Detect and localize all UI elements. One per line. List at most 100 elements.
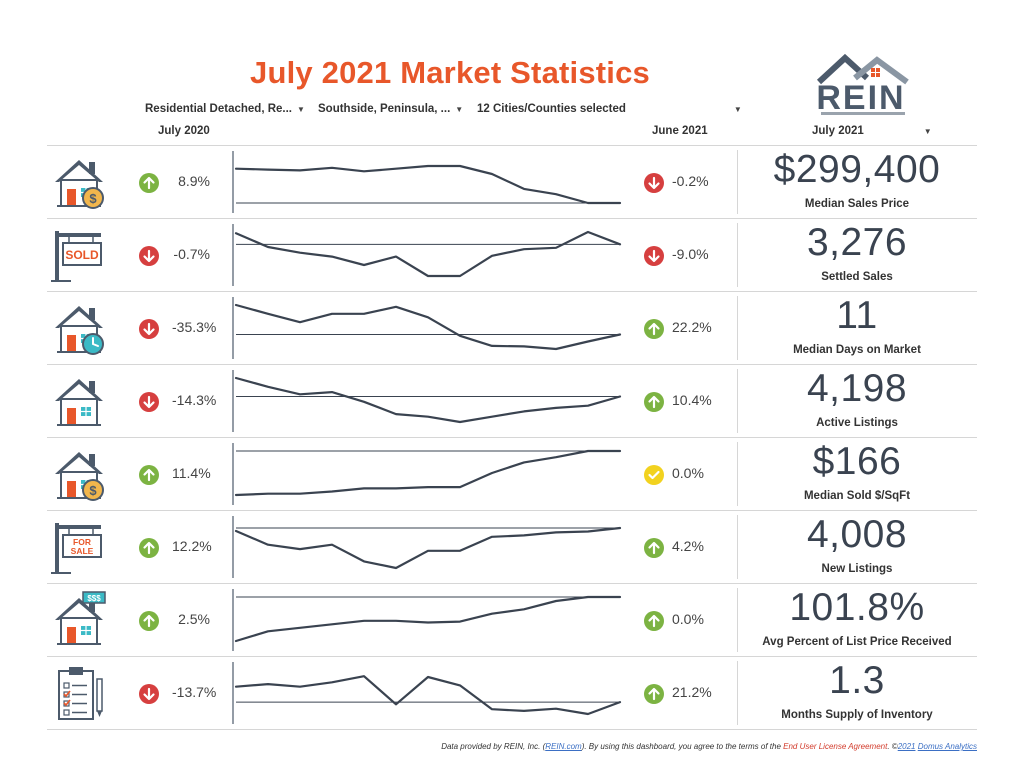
sparkline-series[interactable] (234, 303, 622, 351)
year-over-year-change: 12.2% (172, 538, 212, 554)
month-over-month-change: -9.0% (672, 246, 709, 262)
year-over-year-change: -13.7% (172, 684, 217, 700)
metric-value: 3,276 (806, 221, 908, 264)
chevron-down-icon: ▼ (733, 105, 742, 114)
sparkline-chart[interactable] (232, 589, 624, 651)
domus-analytics-link[interactable]: Domus Analytics (917, 742, 977, 751)
property-type-filter-label: Residential Detached, Re... (145, 103, 292, 115)
sparkline-chart[interactable] (232, 151, 624, 213)
metric-row: FOR SALE 12.2% 4.2% 4,008 New Listings (47, 510, 977, 583)
month-over-month-change: 22.2% (672, 319, 712, 335)
divider (737, 369, 738, 433)
metrics-table: $8.9% -0.2% $299,400 Median Sales Price SOLD… (47, 145, 977, 730)
divider (737, 223, 738, 287)
metric-value: 101.8% (789, 586, 925, 629)
period-filter-label: July 2021 (812, 125, 864, 137)
arrow-up-icon (644, 611, 664, 631)
svg-text:$$$: $$$ (87, 594, 101, 603)
metric-value: 11 (836, 294, 878, 337)
arrow-down-icon (139, 319, 159, 339)
year-over-year-change: -14.3% (172, 392, 217, 408)
arrow-up-icon (139, 465, 159, 485)
month-over-month-change: 10.4% (672, 392, 712, 408)
sparkline-chart[interactable] (232, 516, 624, 578)
sparkline-series[interactable] (234, 230, 622, 278)
year-over-year-change: -0.7% (173, 246, 210, 262)
metric-label: Median Days on Market (793, 344, 921, 356)
copyright-year: 2021 (897, 742, 916, 751)
column-header-prior-month: June 2021 (652, 125, 708, 137)
footer-disclaimer: Data provided by REIN, Inc. (REIN.com). … (441, 742, 977, 751)
sparkline-chart[interactable] (232, 370, 624, 432)
sparkline-chart[interactable] (232, 297, 624, 359)
period-filter[interactable]: July 2021 ▼ (812, 125, 932, 137)
arrow-up-icon (644, 319, 664, 339)
arrow-down-icon (139, 684, 159, 704)
svg-text:SALE: SALE (71, 546, 94, 556)
house-money-icon: $ (49, 444, 109, 504)
month-over-month-change: -0.2% (672, 173, 709, 189)
divider (737, 296, 738, 360)
cities-filter[interactable]: 12 Cities/Counties selected ▼ (477, 103, 742, 115)
chevron-down-icon: ▼ (923, 127, 932, 136)
sparkline-chart[interactable] (232, 224, 624, 286)
divider (737, 588, 738, 652)
house-money-icon: $ (49, 152, 109, 212)
sparkline-series[interactable] (234, 595, 622, 643)
arrow-up-icon (644, 684, 664, 704)
license-link[interactable]: End User License Agreement (783, 742, 888, 751)
arrow-up-icon (644, 538, 664, 558)
svg-text:$: $ (89, 483, 97, 498)
sparkline-chart[interactable] (232, 443, 624, 505)
arrow-up-icon (644, 392, 664, 412)
sold-sign-icon: SOLD (49, 225, 109, 285)
property-type-filter[interactable]: Residential Detached, Re... ▼ (145, 103, 305, 115)
metric-label: Settled Sales (821, 271, 893, 283)
month-over-month-change: 0.0% (672, 465, 704, 481)
rein-link[interactable]: REIN.com (545, 742, 582, 751)
metric-label: Median Sold $/SqFt (803, 490, 911, 502)
chevron-down-icon: ▼ (297, 105, 305, 114)
region-filter[interactable]: Southside, Peninsula, ... ▼ (318, 103, 463, 115)
divider (737, 442, 738, 506)
footer-text: ). By using this dashboard, you agree to… (581, 742, 784, 751)
year-over-year-change: 2.5% (178, 611, 210, 627)
sparkline-series[interactable] (234, 526, 622, 570)
rooftops-icon (816, 53, 909, 85)
year-over-year-change: 11.4% (172, 465, 211, 481)
metric-label: Active Listings (816, 417, 898, 429)
metric-value: 4,198 (806, 367, 908, 410)
region-filter-label: Southside, Peninsula, ... (318, 103, 451, 115)
metric-row: $$$ 2.5% 0.0% 101.8% Avg Percent of List Pri… (47, 583, 977, 656)
metric-row: SOLD -0.7% -9.0% 3,276 Settled Sales (47, 218, 977, 291)
arrow-down-icon (139, 392, 159, 412)
year-over-year-change: 8.9% (178, 173, 210, 189)
rein-logo: REIN (815, 52, 915, 122)
metric-value: $166 (812, 440, 902, 483)
metric-label: Months Supply of Inventory (781, 709, 933, 721)
sparkline-chart[interactable] (232, 662, 624, 724)
arrow-up-icon (139, 611, 159, 631)
arrow-up-icon (139, 538, 159, 558)
house-clock-icon (49, 298, 109, 358)
svg-text:$: $ (89, 191, 97, 206)
for-sale-sign-icon: FOR SALE (49, 517, 109, 577)
metric-label: Median Sales Price (804, 198, 910, 210)
metric-row: -35.3% 22.2% 11 Median Days on Market (47, 291, 977, 364)
footer-text: . © (887, 742, 898, 751)
clipboard-checklist-icon (49, 663, 109, 723)
page-title: July 2021 Market Statistics (250, 55, 650, 90)
metric-label: Avg Percent of List Price Received (762, 636, 952, 648)
sparkline-series[interactable] (234, 376, 622, 424)
divider (737, 661, 738, 725)
logo-wordmark: REIN (816, 79, 906, 117)
chevron-down-icon: ▼ (455, 105, 464, 114)
divider (737, 150, 738, 214)
house-icon (49, 371, 109, 431)
sparkline-series[interactable] (234, 164, 622, 205)
arrow-down-icon (644, 246, 664, 266)
footer-text: Data provided by REIN, Inc. ( (441, 742, 546, 751)
sparkline-series[interactable] (234, 449, 622, 497)
column-header-prior-year: July 2020 (158, 125, 210, 137)
sparkline-series[interactable] (234, 675, 622, 716)
